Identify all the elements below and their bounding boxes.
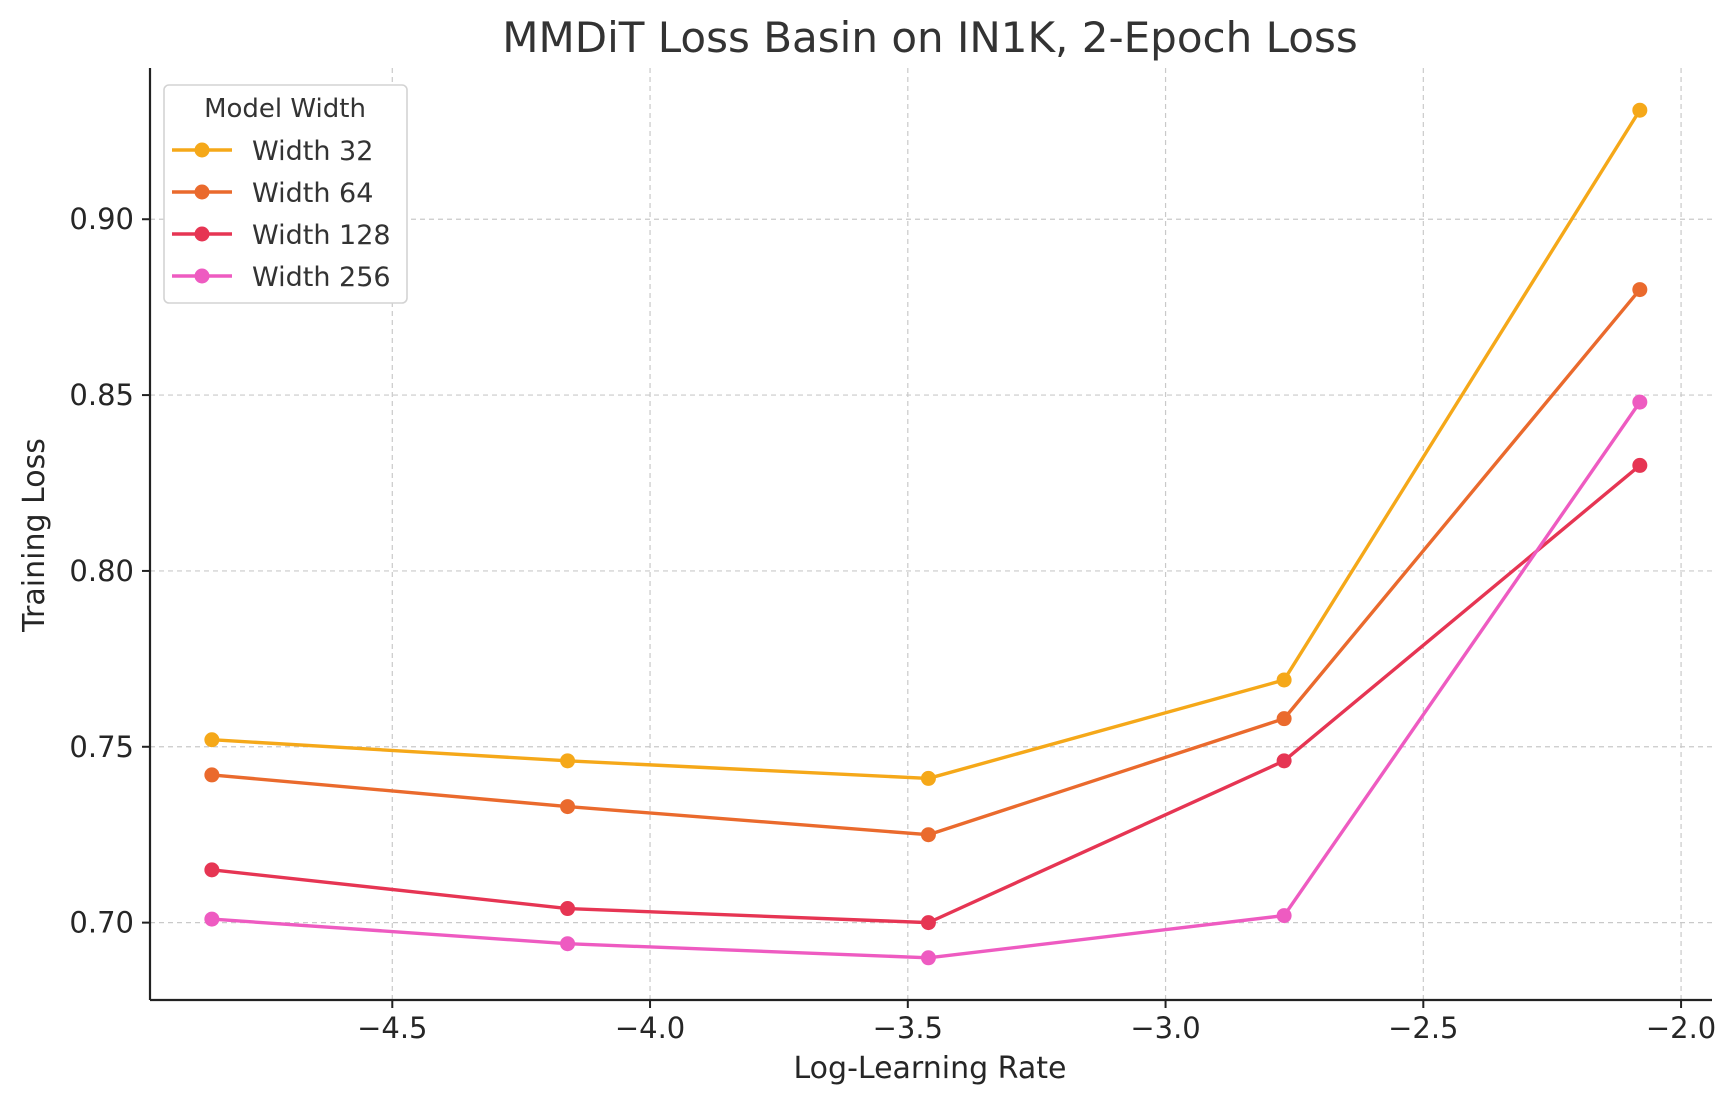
legend-label: Width 128 (252, 220, 391, 251)
x-tick-label: −4.5 (357, 1011, 427, 1045)
legend-label: Width 64 (252, 178, 373, 209)
series-width-256 (204, 394, 1648, 966)
legend-marker (194, 184, 210, 200)
series-width-128 (204, 457, 1648, 931)
x-tick-label: −3.5 (873, 1011, 943, 1045)
series-width-64 (204, 282, 1648, 843)
x-axis-label: Log-Learning Rate (794, 1051, 1067, 1086)
data-point-width-32 (920, 770, 936, 786)
legend-item-width-128: Width 128 (172, 220, 391, 251)
data-point-width-64 (920, 827, 936, 843)
y-tick-label: 0.85 (69, 378, 134, 412)
y-tick-label: 0.90 (69, 202, 134, 236)
y-axis-label: Training Loss (17, 438, 52, 633)
data-point-width-128 (560, 901, 576, 917)
series-group (204, 102, 1648, 966)
legend-marker (194, 142, 210, 158)
data-point-width-256 (920, 950, 936, 966)
chart-title: MMDiT Loss Basin on IN1K, 2-Epoch Loss (502, 13, 1357, 62)
legend-item-width-64: Width 64 (172, 178, 373, 209)
legend-label: Width 32 (252, 136, 373, 167)
data-point-width-64 (1276, 711, 1292, 727)
data-point-width-128 (920, 915, 936, 931)
y-tick-label: 0.75 (69, 730, 134, 764)
data-point-width-256 (560, 936, 576, 952)
data-point-width-256 (1276, 908, 1292, 924)
axes (148, 68, 1712, 1002)
legend-entries: Width 32 Width 64 Width 128 Width 256 (172, 136, 391, 293)
series-line-width-32 (210, 108, 1642, 781)
data-point-width-32 (560, 753, 576, 769)
legend-frame (163, 84, 408, 304)
data-point-width-64 (204, 767, 220, 783)
data-point-width-64 (1632, 282, 1648, 298)
series-line-width-256 (210, 400, 1642, 960)
data-point-width-32 (204, 732, 220, 748)
ticks: −4.5 −4.0 −3.5 −3.0 −2.5 −2.0 0.70 0.75 0.80 0.85… (69, 202, 1716, 1045)
y-tick-label: 0.80 (69, 554, 134, 588)
data-point-width-128 (1276, 753, 1292, 769)
x-tick-label: −4.0 (615, 1011, 685, 1045)
series-width-32 (204, 102, 1648, 786)
data-point-width-64 (560, 799, 576, 815)
data-point-width-32 (1276, 672, 1292, 688)
legend-marker (194, 226, 210, 242)
x-tick-label: −3.0 (1130, 1011, 1200, 1045)
grid (150, 68, 1712, 1000)
data-point-width-128 (1632, 457, 1648, 473)
data-point-width-32 (1632, 102, 1648, 118)
legend-marker (194, 268, 210, 284)
x-tick-label: −2.5 (1388, 1011, 1458, 1045)
legend-item-width-256: Width 256 (172, 262, 391, 293)
legend-title: Model Width (204, 94, 366, 124)
legend-label: Width 256 (252, 262, 391, 293)
legend-item-width-32: Width 32 (172, 136, 373, 167)
x-tick-label: −2.0 (1646, 1011, 1716, 1045)
series-line-width-128 (210, 463, 1642, 925)
data-point-width-256 (1632, 394, 1648, 410)
y-tick-label: 0.70 (69, 906, 134, 940)
data-point-width-256 (204, 911, 220, 927)
data-point-width-128 (204, 862, 220, 878)
